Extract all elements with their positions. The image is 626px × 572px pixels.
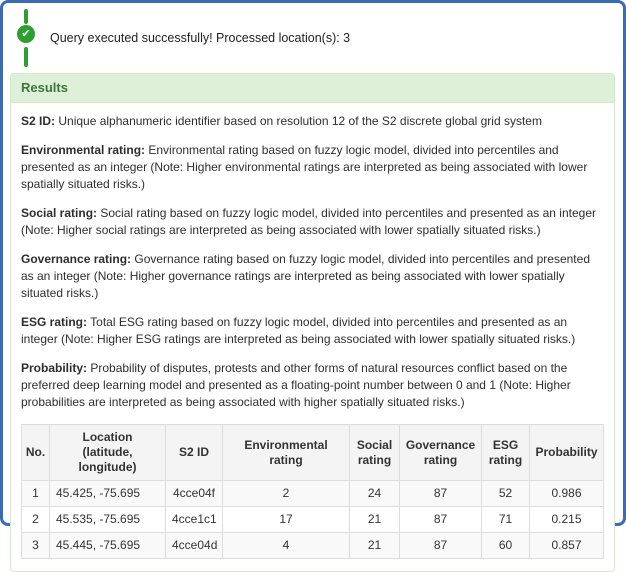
cell-location: 45.535, -75.695 [49,506,166,533]
table-row: 2 45.535, -75.695 4cce1c1 17 21 87 71 0.… [21,506,604,533]
cell-s2id: 4cce04f [165,480,223,507]
cell-governance-rating: 87 [399,506,482,533]
cell-governance-rating: 87 [399,532,482,559]
definition-social: Social rating: Social rating based on fu… [21,205,604,239]
cell-environmental-rating: 4 [222,532,350,559]
table-header-environmental-rating: Environmental rating [222,424,350,481]
cell-environmental-rating: 17 [222,506,350,533]
cell-probability: 0.215 [529,506,604,533]
cell-probability: 0.857 [529,532,604,559]
cell-s2id: 4cce04d [165,532,223,559]
table-row: 3 45.445, -75.695 4cce04d 4 21 87 60 0.8… [21,532,604,559]
table-header-no: No. [21,424,50,481]
status-message: Query executed successfully! Processed l… [50,31,351,45]
cell-probability: 0.986 [529,480,604,507]
cell-no: 2 [21,506,50,533]
definition-text: Unique alphanumeric identifier based on … [58,114,542,128]
cell-esg-rating: 60 [481,532,530,559]
definition-s2id: S2 ID: Unique alphanumeric identifier ba… [21,113,604,130]
table-header-row: No. Location (latitude, longitude) S2 ID… [21,424,604,481]
definition-text: Total ESG rating based on fuzzy logic mo… [21,315,576,346]
status-row: ✔ Query executed successfully! Processed… [10,8,615,68]
results-panel: Results S2 ID: Unique alphanumeric ident… [10,73,615,572]
table-header-location: Location (latitude, longitude) [49,424,166,481]
cell-environmental-rating: 2 [222,480,350,507]
cell-no: 1 [21,480,50,507]
table-header-social-rating: Social rating [349,424,400,481]
definition-term: Environmental rating: [21,143,146,157]
definition-esg: ESG rating: Total ESG rating based on fu… [21,314,604,348]
timeline-line-bottom [24,47,28,67]
definition-term: Governance rating: [21,252,132,266]
cell-s2id: 4cce1c1 [165,506,223,533]
table-header-probability: Probability [529,424,604,481]
timeline-line-top [24,9,28,24]
definition-environmental: Environmental rating: Environmental rati… [21,142,604,193]
cell-esg-rating: 71 [481,506,530,533]
success-timeline-icon: ✔ [14,9,38,67]
definition-text: Social rating based on fuzzy logic model… [21,206,596,237]
definition-term: ESG rating: [21,315,88,329]
definition-probability: Probability: Probability of disputes, pr… [21,360,604,411]
definition-text: Environmental rating based on fuzzy logi… [21,143,588,191]
definition-term: S2 ID: [21,114,56,128]
results-table: No. Location (latitude, longitude) S2 ID… [21,424,604,559]
cell-no: 3 [21,532,50,559]
definition-term: Probability: [21,361,88,375]
cell-location: 45.445, -75.695 [49,532,166,559]
cell-location: 45.425, -75.695 [49,480,166,507]
cell-social-rating: 21 [349,532,400,559]
results-panel-title: Results [11,74,614,103]
cell-governance-rating: 87 [399,480,482,507]
cell-social-rating: 24 [349,480,400,507]
cell-esg-rating: 52 [481,480,530,507]
definition-text: Governance rating based on fuzzy logic m… [21,252,590,300]
cell-social-rating: 21 [349,506,400,533]
table-header-s2id: S2 ID [165,424,223,481]
definition-governance: Governance rating: Governance rating bas… [21,251,604,302]
results-panel-body: S2 ID: Unique alphanumeric identifier ba… [11,103,614,571]
table-header-governance-rating: Governance rating [399,424,482,481]
table-row: 1 45.425, -75.695 4cce04f 2 24 87 52 0.9… [21,480,604,507]
definition-text: Probability of disputes, protests and ot… [21,361,571,409]
definition-term: Social rating: [21,206,98,220]
check-circle-icon: ✔ [17,25,35,43]
table-header-esg-rating: ESG rating [481,424,530,481]
